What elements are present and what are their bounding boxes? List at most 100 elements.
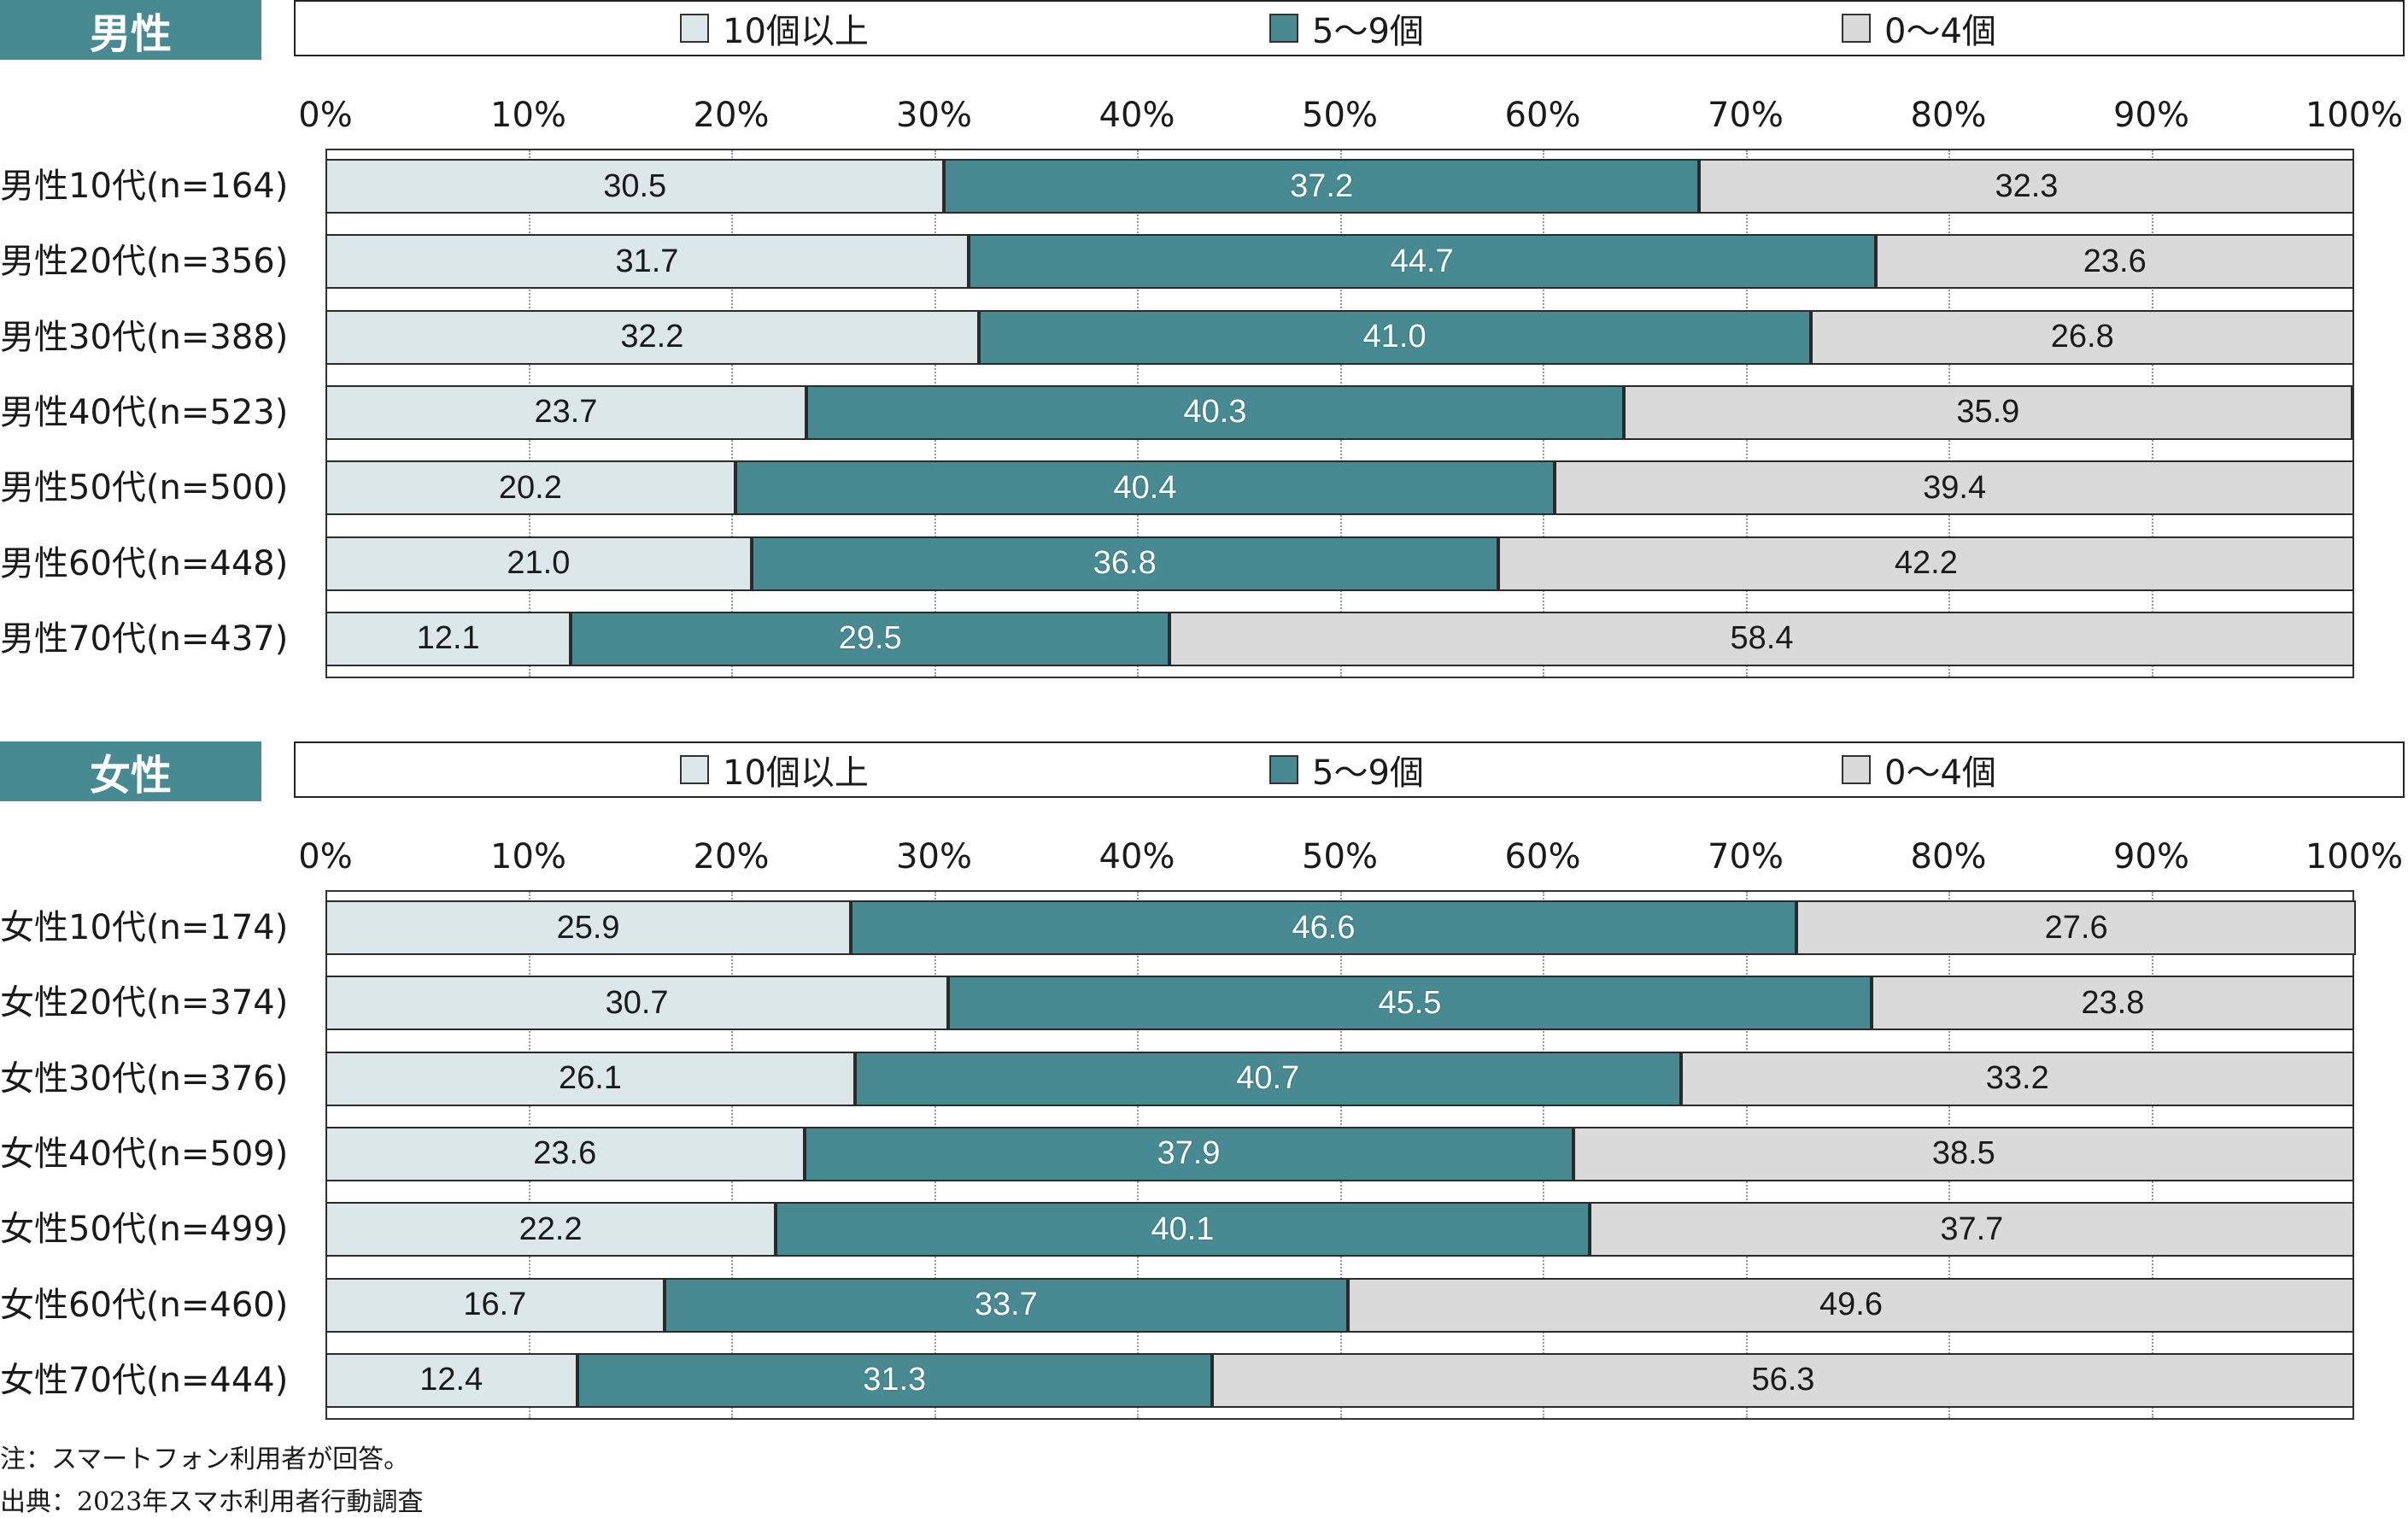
seg-10plus: 22.2 xyxy=(325,1202,776,1257)
category-label: 男性60代(n=448) xyxy=(0,543,289,583)
seg-0to4: 26.8 xyxy=(1810,309,2354,365)
x-tick-label: 20% xyxy=(693,837,770,876)
x-tick-label: 90% xyxy=(2113,837,2189,876)
data-label: 30.7 xyxy=(605,984,669,1021)
seg-10plus: 16.7 xyxy=(325,1277,665,1333)
x-tick-label: 10% xyxy=(490,96,566,135)
category-label: 女性50代(n=499) xyxy=(0,1210,289,1250)
category-label: 女性60代(n=460) xyxy=(0,1285,289,1325)
seg-10plus: 20.2 xyxy=(325,460,735,516)
seg-5to9: 40.4 xyxy=(735,460,1556,516)
data-label: 40.7 xyxy=(1236,1060,1300,1097)
data-label: 38.5 xyxy=(1931,1135,1995,1172)
seg-5to9: 36.8 xyxy=(751,536,1498,591)
seg-0to4: 23.6 xyxy=(1875,234,2354,290)
legend-label-0to4: 0～4個 xyxy=(1884,12,1996,51)
data-label: 37.7 xyxy=(1940,1210,2004,1247)
seg-0to4: 35.9 xyxy=(1624,384,2352,440)
seg-10plus: 30.7 xyxy=(325,976,949,1031)
seg-10plus: 23.7 xyxy=(325,384,806,440)
seg-0to4: 27.6 xyxy=(1796,900,2357,955)
data-label: 20.2 xyxy=(498,469,562,506)
data-label: 40.4 xyxy=(1113,469,1177,506)
x-tick-label: 20% xyxy=(693,96,770,135)
category-label: 男性40代(n=523) xyxy=(0,392,289,432)
x-tick-label: 50% xyxy=(1302,837,1378,876)
x-tick-label: 30% xyxy=(896,837,972,876)
footnote-source: 出典：2023年スマホ利用者行動調査 xyxy=(0,1487,424,1517)
x-tick-label: 100% xyxy=(2305,837,2404,876)
category-label: 女性40代(n=509) xyxy=(0,1134,289,1174)
female-section-title: 女性 xyxy=(0,741,261,801)
data-label: 23.6 xyxy=(533,1135,597,1172)
x-tick-label: 60% xyxy=(1504,96,1581,135)
data-label: 12.1 xyxy=(416,620,480,657)
x-tick-label: 40% xyxy=(1099,837,1175,876)
data-label: 37.9 xyxy=(1157,1135,1221,1172)
category-label: 女性10代(n=174) xyxy=(0,908,289,947)
legend-swatch-0to4 xyxy=(1842,14,1871,43)
male-section-title: 男性 xyxy=(0,0,261,60)
seg-0to4: 33.2 xyxy=(1680,1051,2354,1106)
x-tick-label: 80% xyxy=(1910,837,1987,876)
x-tick-label: 70% xyxy=(1708,96,1784,135)
data-label: 39.4 xyxy=(1923,469,1987,506)
seg-10plus: 25.9 xyxy=(325,900,852,955)
seg-10plus: 30.5 xyxy=(325,159,945,214)
data-label: 26.8 xyxy=(2050,319,2114,355)
seg-5to9: 46.6 xyxy=(851,900,1796,955)
seg-5to9: 44.7 xyxy=(968,234,1876,290)
data-label: 16.7 xyxy=(463,1286,527,1322)
legend-label-5to9: 5～9個 xyxy=(1312,12,1424,51)
legend-item-10plus: 10個以上 xyxy=(680,2,869,55)
x-tick-label: 30% xyxy=(896,96,972,135)
legend-label-10plus: 10個以上 xyxy=(723,753,869,793)
seg-0to4: 23.8 xyxy=(1871,976,2354,1031)
x-tick-label: 50% xyxy=(1302,96,1378,135)
female-legend: 10個以上 5～9個 0～4個 xyxy=(294,741,2405,798)
seg-0to4: 58.4 xyxy=(1169,611,2354,666)
data-label: 46.6 xyxy=(1292,909,1356,946)
data-label: 40.3 xyxy=(1183,394,1247,431)
seg-0to4: 42.2 xyxy=(1497,536,2354,591)
footnote-note: 注：スマートフォン利用者が回答。 xyxy=(0,1445,410,1474)
seg-5to9: 40.7 xyxy=(854,1051,1681,1106)
seg-5to9: 37.2 xyxy=(944,159,1699,214)
legend-label-0to4: 0～4個 xyxy=(1884,753,1996,793)
seg-10plus: 23.6 xyxy=(325,1126,805,1181)
category-label: 男性10代(n=164) xyxy=(0,167,289,206)
data-label: 27.6 xyxy=(2044,909,2108,946)
data-label: 29.5 xyxy=(838,620,902,657)
data-label: 31.3 xyxy=(863,1362,927,1398)
category-label: 男性20代(n=356) xyxy=(0,242,289,282)
legend-swatch-5to9 xyxy=(1269,755,1298,784)
data-label: 33.7 xyxy=(974,1286,1038,1322)
category-label: 男性50代(n=500) xyxy=(0,468,289,508)
seg-0to4: 37.7 xyxy=(1589,1202,2354,1257)
category-label: 男性70代(n=437) xyxy=(0,618,289,659)
data-label: 35.9 xyxy=(1956,394,2020,431)
data-label: 21.0 xyxy=(507,545,571,581)
seg-5to9: 31.3 xyxy=(577,1352,1212,1408)
legend-item-0to4: 0～4個 xyxy=(1842,743,1996,796)
data-label: 45.5 xyxy=(1378,984,1442,1021)
female-panel: 女性 10個以上 5～9個 0～4個 0% 10% 20% 30% 40% 50% 60% 7… xyxy=(0,741,2408,1442)
data-label: 23.8 xyxy=(2081,984,2145,1021)
seg-5to9: 37.9 xyxy=(804,1126,1573,1181)
seg-5to9: 40.1 xyxy=(776,1202,1590,1257)
data-label: 30.5 xyxy=(603,167,667,204)
x-tick-label: 40% xyxy=(1099,96,1175,135)
category-label: 女性20代(n=374) xyxy=(0,983,289,1023)
seg-5to9: 41.0 xyxy=(978,309,1811,365)
x-tick-label: 70% xyxy=(1708,837,1784,876)
legend-item-5to9: 5～9個 xyxy=(1269,743,1424,796)
data-label: 22.2 xyxy=(519,1210,583,1247)
data-label: 23.6 xyxy=(2083,243,2147,279)
category-label: 女性70代(n=444) xyxy=(0,1360,289,1400)
x-tick-label: 90% xyxy=(2113,96,2189,135)
data-label: 12.4 xyxy=(419,1362,483,1398)
seg-0to4: 39.4 xyxy=(1555,460,2354,516)
x-tick-label: 100% xyxy=(2305,96,2404,135)
category-label: 女性30代(n=376) xyxy=(0,1058,289,1099)
seg-10plus: 31.7 xyxy=(325,234,969,290)
